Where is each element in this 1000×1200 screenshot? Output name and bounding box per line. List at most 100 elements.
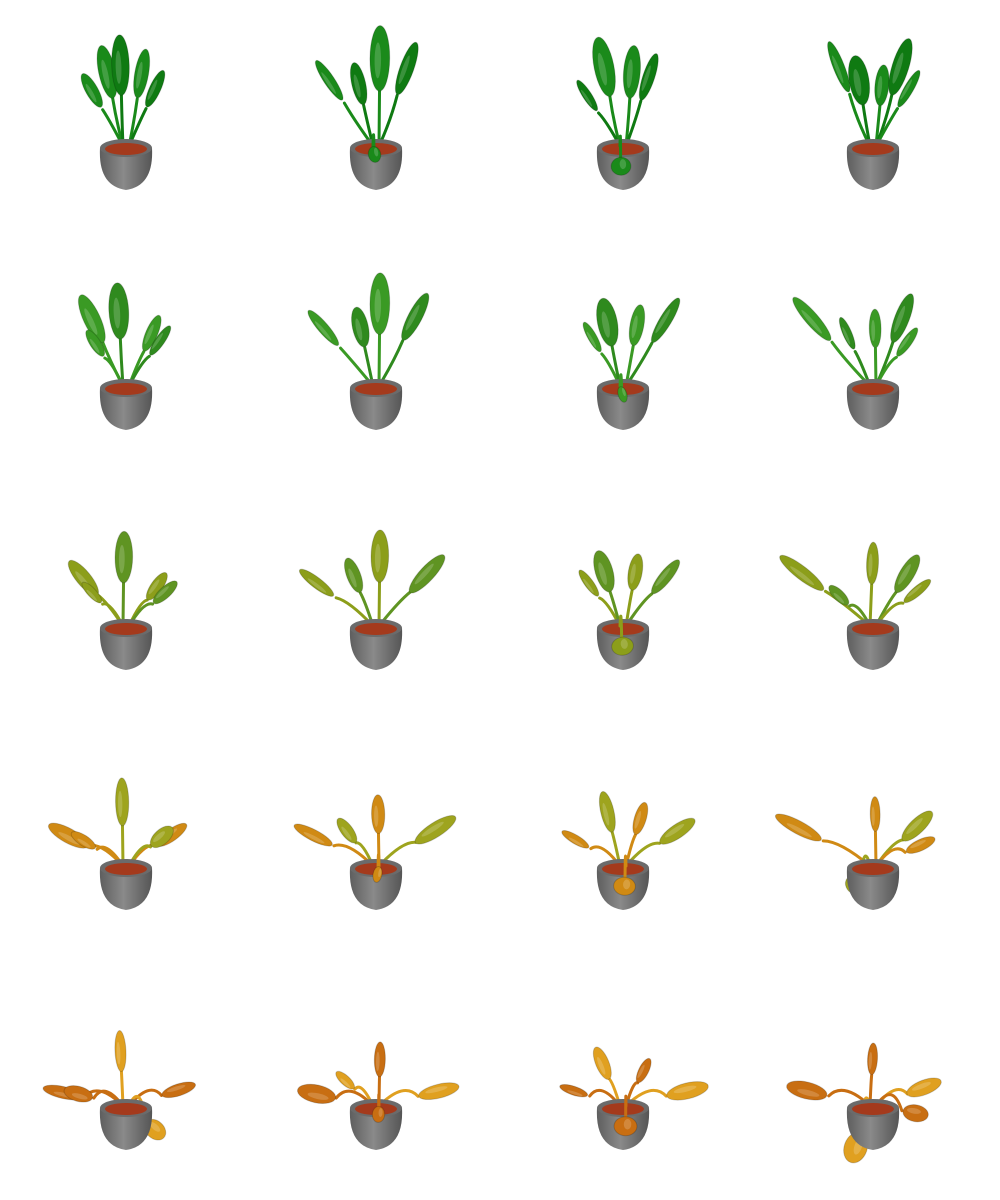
leaf <box>77 294 106 344</box>
leaf-highlight <box>602 803 610 826</box>
plant-cell <box>250 0 500 240</box>
leaf <box>114 530 134 584</box>
leaf <box>408 554 446 594</box>
potted-plant <box>80 34 166 190</box>
leaf <box>296 1083 337 1104</box>
pot <box>349 1108 403 1150</box>
pot <box>846 868 900 910</box>
leaf-highlight <box>373 147 379 157</box>
leaf-highlight <box>144 324 154 345</box>
leaf-highlight <box>621 387 626 397</box>
leaf <box>786 1080 828 1101</box>
leaf <box>578 569 600 597</box>
soil <box>105 863 147 875</box>
leaf-highlight <box>907 1107 921 1114</box>
soil <box>852 1103 894 1115</box>
leaf <box>905 836 936 854</box>
leaf-highlight <box>86 589 97 601</box>
leaf <box>901 810 934 842</box>
stem <box>618 134 623 161</box>
leaf <box>593 550 615 593</box>
leaf-highlight <box>307 1092 329 1100</box>
leaf-highlight <box>568 837 584 847</box>
pot <box>846 1108 900 1150</box>
leaf <box>349 62 368 106</box>
plant-cell <box>250 480 500 720</box>
leaf <box>401 292 430 341</box>
stem <box>119 91 125 148</box>
leaf-highlight <box>147 79 158 100</box>
pot <box>596 388 650 430</box>
leaf <box>628 304 646 347</box>
leaf <box>293 823 333 847</box>
leaf <box>114 1030 127 1073</box>
leaf-highlight <box>583 578 594 594</box>
leaf-highlight <box>898 334 910 351</box>
leaf-highlight <box>378 868 382 878</box>
plant-cell <box>0 720 250 960</box>
leaf <box>650 559 681 595</box>
leaf-highlight <box>355 318 363 341</box>
leaf-highlight <box>149 1121 161 1132</box>
soil <box>355 623 397 635</box>
stem <box>377 330 382 388</box>
leaf-highlight <box>673 1085 697 1094</box>
leaf-highlight <box>375 1051 380 1071</box>
pot <box>99 1108 153 1150</box>
leaf <box>902 1104 929 1123</box>
leaf-highlight <box>374 805 379 827</box>
plant-cell <box>497 240 747 480</box>
leaf-highlight <box>877 75 883 99</box>
leaf <box>81 581 103 604</box>
leaf <box>896 327 919 357</box>
pot <box>99 388 153 430</box>
leaf-highlight <box>101 59 110 89</box>
potted-plant <box>792 293 919 430</box>
soil <box>105 623 147 635</box>
leaf <box>869 796 881 833</box>
leaf <box>596 297 619 347</box>
leaf-highlight <box>89 338 100 354</box>
leaf-highlight <box>912 1082 931 1091</box>
leaf <box>635 1057 652 1084</box>
soil <box>105 383 147 395</box>
leaf <box>418 1082 460 1101</box>
soil <box>602 863 644 875</box>
leaf <box>890 293 915 343</box>
pot <box>846 628 900 670</box>
pot <box>846 388 900 430</box>
leaf <box>867 1042 879 1076</box>
leaf-highlight <box>414 563 434 585</box>
leaf-highlight <box>597 1056 606 1075</box>
leaf-highlight <box>833 592 845 604</box>
leaf <box>666 1081 709 1101</box>
leaf <box>336 817 358 844</box>
plant-cell <box>747 960 997 1200</box>
pot <box>349 388 403 430</box>
leaf-highlight <box>567 1090 583 1097</box>
leaf-highlight <box>340 1078 351 1088</box>
leaf-highlight <box>910 840 926 849</box>
leaf <box>903 578 932 604</box>
soil <box>852 863 894 875</box>
leaf <box>369 25 391 92</box>
leaf-highlight <box>341 826 352 841</box>
leaf <box>335 1070 356 1090</box>
leaf <box>85 329 106 357</box>
leaf-highlight <box>868 553 873 577</box>
potted-plant <box>561 790 696 910</box>
leaf <box>592 1046 612 1080</box>
potted-plant <box>296 1041 460 1150</box>
plant-cell <box>250 240 500 480</box>
potted-plant <box>307 272 430 430</box>
leaf-highlight <box>601 311 610 338</box>
leaf <box>632 801 649 836</box>
leaf-highlight <box>77 838 91 848</box>
leaf-highlight <box>797 1089 820 1097</box>
stem <box>618 614 624 641</box>
leaf <box>838 316 856 350</box>
potted-plant <box>774 796 936 910</box>
potted-plant <box>298 529 446 670</box>
pot <box>99 148 153 190</box>
leaf-highlight <box>623 879 631 890</box>
